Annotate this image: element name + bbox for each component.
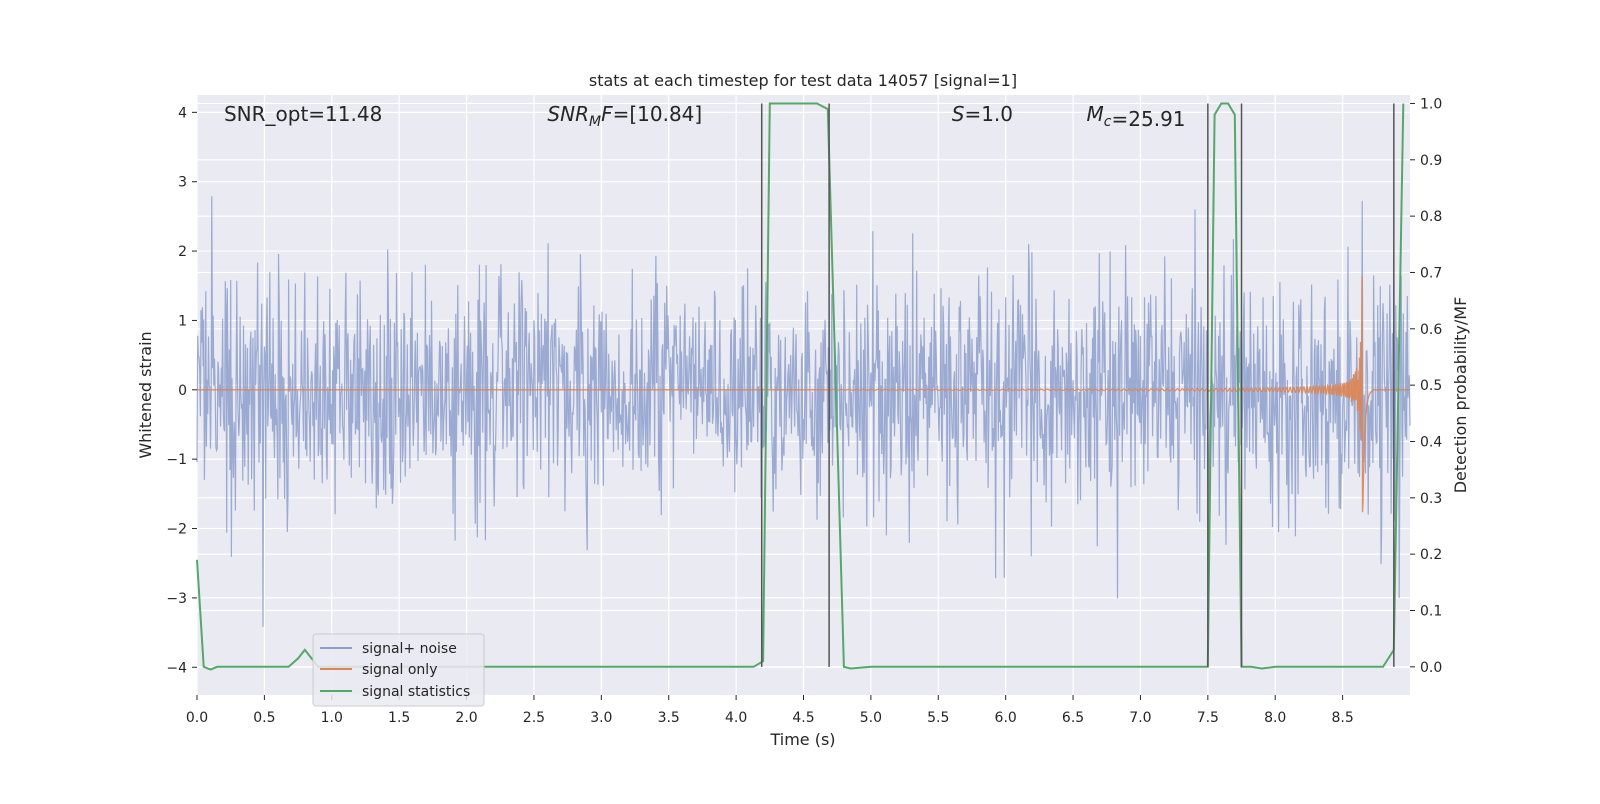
x-tick-label-17: 8.5 (1331, 710, 1353, 726)
y2-tick-label-0: 0.0 (1420, 660, 1442, 676)
y2-tick-label-10: 1.0 (1420, 96, 1442, 112)
x-tick-label-2: 1.0 (321, 710, 343, 726)
y2-axis-label: Detection probability/MF (1451, 297, 1470, 494)
y-tick-label-8: 4 (178, 105, 187, 121)
y-tick-label-7: 3 (178, 175, 187, 191)
x-tick-label-1: 0.5 (253, 710, 275, 726)
y2-tick-label-7: 0.7 (1420, 265, 1442, 281)
x-axis-ticks: 0.0 0.5 1.0 1.5 2.0 2.5 3.0 3.5 4.0 4.5 5.0 5.5 6.0 6… (186, 695, 1354, 726)
x-tick-label-7: 3.5 (658, 710, 680, 726)
legend: signal+ noise signal only signal statist… (312, 633, 485, 707)
series-signal-statistics-line (196, 102, 1405, 671)
y-tick-label-0: −4 (166, 660, 187, 676)
legend-box (312, 633, 485, 707)
y2-tick-label-4: 0.4 (1420, 434, 1442, 450)
y2-axis-ticks: 0.0 0.1 0.2 0.3 0.4 0.5 0.6 0.7 0.8 0.9 1.0 (1410, 96, 1442, 676)
x-tick-label-8: 4.0 (725, 710, 747, 726)
y2-tick-label-1: 0.1 (1420, 603, 1442, 619)
y-axis-label: Whitened strain (136, 331, 155, 458)
x-tick-label-4: 2.0 (455, 710, 477, 726)
annotation-snr-mf: SNRMF=[10.84] (547, 102, 702, 130)
y-tick-label-6: 2 (178, 244, 187, 260)
y-tick-label-1: −3 (166, 591, 187, 607)
y2-tick-label-5: 0.5 (1420, 378, 1442, 394)
annotation-s-stat: S=1.0 (952, 102, 1013, 126)
x-tick-label-11: 5.5 (927, 710, 949, 726)
vertical-lines (760, 103, 1395, 667)
y2-tick-label-6: 0.6 (1420, 322, 1442, 338)
y2-tick-label-8: 0.8 (1420, 209, 1442, 225)
annotation-snr-opt: SNR_opt=11.48 (224, 102, 382, 126)
x-tick-label-5: 2.5 (523, 710, 545, 726)
x-tick-label-9: 4.5 (792, 710, 814, 726)
annotation-mc: Mc=25.91 (1087, 102, 1186, 131)
annotations: SNR_opt=11.48 SNRMF=[10.84] S=1.0 Mc=25.91 (224, 102, 1186, 131)
x-tick-label-15: 7.5 (1197, 710, 1219, 726)
legend-label-signal-only: signal only (362, 662, 437, 678)
legend-label-signal-noise: signal+ noise (362, 641, 457, 657)
y2-tick-label-9: 0.9 (1420, 153, 1442, 169)
y-tick-label-5: 1 (178, 313, 187, 329)
x-tick-label-12: 6.0 (995, 710, 1017, 726)
x-tick-label-13: 6.5 (1062, 710, 1084, 726)
x-tick-label-0: 0.0 (186, 710, 208, 726)
x-tick-label-6: 3.0 (590, 710, 612, 726)
y-tick-label-4: 0 (178, 383, 187, 399)
y-axis-ticks: −4 −3 −2 −1 0 1 2 3 4 (166, 105, 197, 676)
x-axis-label: Time (s) (769, 730, 835, 749)
y2-tick-label-3: 0.3 (1420, 491, 1442, 507)
x-tick-label-14: 7.0 (1129, 710, 1151, 726)
x-tick-label-10: 5.0 (860, 710, 882, 726)
x-tick-label-3: 1.5 (388, 710, 410, 726)
chart-title: stats at each timestep for test data 140… (589, 71, 1017, 90)
y-tick-label-2: −2 (166, 522, 187, 538)
x-tick-label-16: 8.0 (1264, 710, 1286, 726)
y2-tick-label-2: 0.2 (1420, 547, 1442, 563)
legend-label-signal-statistics: signal statistics (362, 684, 470, 700)
y-tick-label-3: −1 (166, 452, 187, 468)
